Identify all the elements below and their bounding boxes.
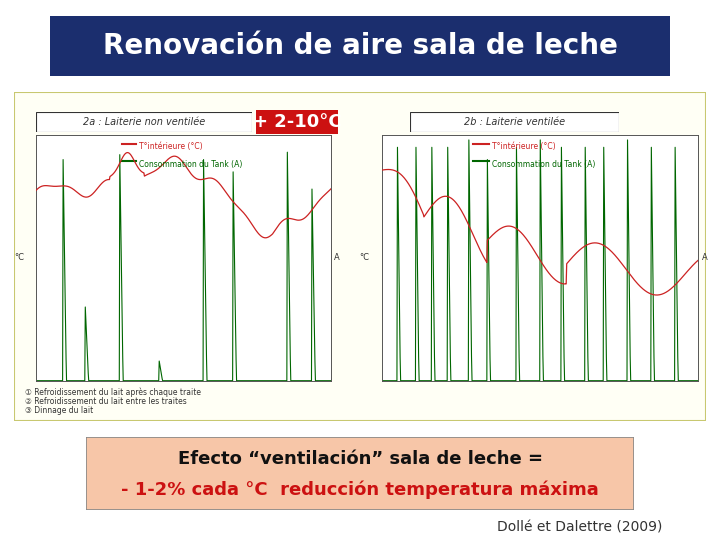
Text: 2a : Laiterie non ventilée: 2a : Laiterie non ventilée xyxy=(83,117,205,127)
Text: Consommation du Tank (A): Consommation du Tank (A) xyxy=(492,160,596,168)
Text: T°intérieure (°C): T°intérieure (°C) xyxy=(140,143,203,151)
Text: + 2-10°C: + 2-10°C xyxy=(253,113,341,131)
Text: ② Refroidissement du lait entre les traites: ② Refroidissement du lait entre les trai… xyxy=(24,397,186,406)
Text: °C: °C xyxy=(359,253,369,262)
Text: T°intérieure (°C): T°intérieure (°C) xyxy=(492,143,556,151)
Text: 2b : Laiterie ventilée: 2b : Laiterie ventilée xyxy=(464,117,565,127)
Text: Consommation du Tank (A): Consommation du Tank (A) xyxy=(140,160,243,168)
Text: A: A xyxy=(334,253,340,262)
Text: A: A xyxy=(701,253,707,262)
Text: Dollé et Dalettre (2009): Dollé et Dalettre (2009) xyxy=(497,521,662,535)
Text: Renovación de aire sala de leche: Renovación de aire sala de leche xyxy=(102,32,618,60)
Text: ③ Dinnage du lait: ③ Dinnage du lait xyxy=(24,406,93,415)
Text: °C: °C xyxy=(14,253,24,262)
Text: Efecto “ventilación” sala de leche =: Efecto “ventilación” sala de leche = xyxy=(178,450,542,468)
Text: ① Refroidissement du lait après chaque traite: ① Refroidissement du lait après chaque t… xyxy=(24,388,201,397)
Text: - 1-2% cada °C  reducción temperatura máxima: - 1-2% cada °C reducción temperatura máx… xyxy=(121,481,599,499)
